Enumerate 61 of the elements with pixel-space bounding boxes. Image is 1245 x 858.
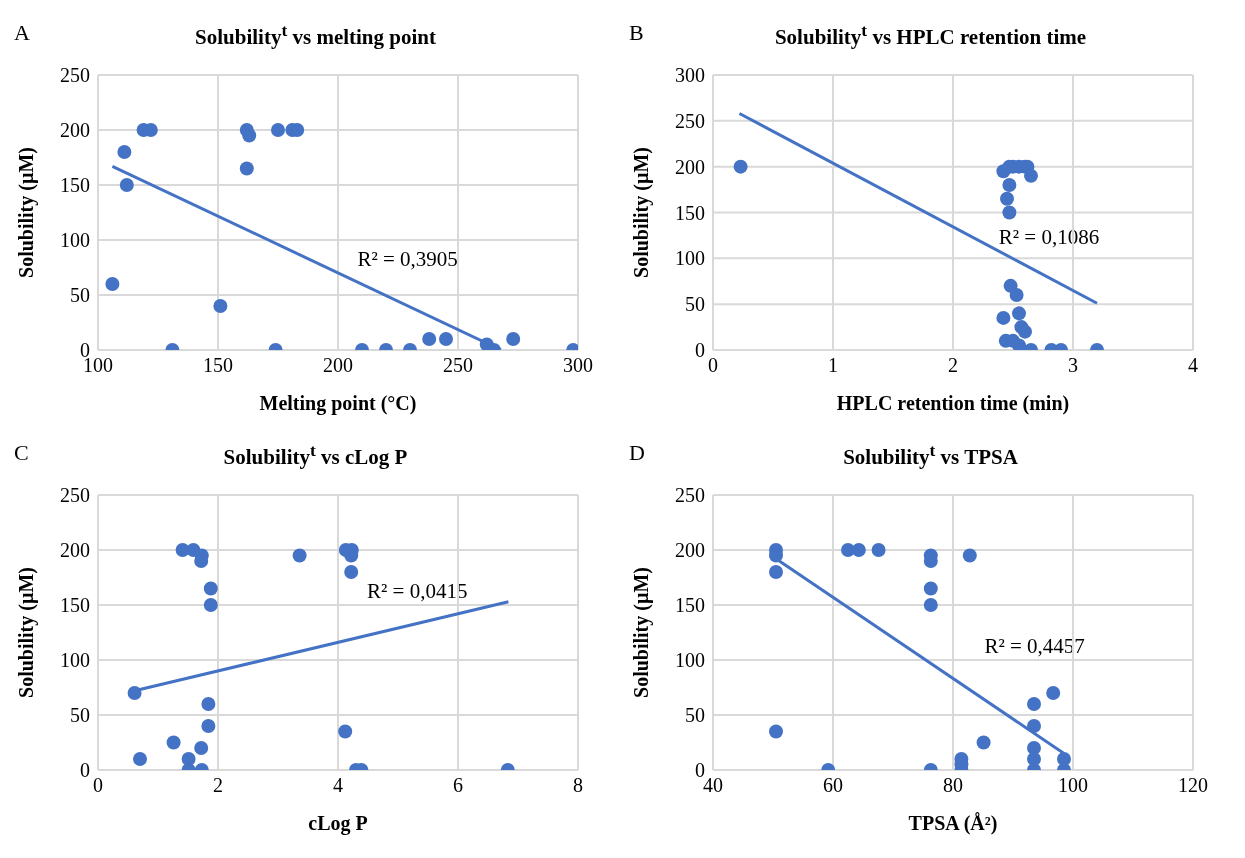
y-tick-label: 200: [60, 119, 90, 142]
annotation: R² = 0,3905: [357, 247, 458, 272]
text: D: [629, 440, 645, 466]
y-tick-label: 50: [685, 293, 705, 316]
x-tick-label: 2: [948, 354, 958, 377]
y-tick-label: 50: [70, 284, 90, 307]
x-tick-label: 300: [563, 354, 593, 377]
y-tick-label: 100: [60, 229, 90, 252]
annotation: R² = 0,1086: [998, 225, 1100, 250]
y-axis-title: Solubility (µM): [15, 147, 39, 278]
y-tick-label: 250: [60, 64, 90, 87]
y-axis-title: Solubility (µM): [15, 567, 39, 698]
y-axis-title: Solubility (µM): [630, 147, 654, 278]
x-tick-label: 4: [1188, 354, 1198, 377]
y-tick-label: 250: [675, 484, 705, 507]
x-tick-label: 80: [943, 774, 963, 797]
x-tick-label: 6: [453, 774, 463, 797]
annotation: R² = 0,4457: [984, 634, 1085, 659]
text: C: [14, 440, 29, 466]
y-tick-label: 0: [80, 759, 90, 782]
x-tick-label: 2: [213, 774, 223, 797]
y-tick-label: 200: [675, 155, 705, 178]
text: A: [14, 20, 30, 46]
y-tick-label: 300: [675, 64, 705, 87]
y-tick-label: 200: [60, 539, 90, 562]
chart-title: Solubility$^{t}$ vs TPSA: [843, 440, 1018, 469]
y-tick-label: 250: [60, 484, 90, 507]
y-tick-label: 50: [70, 704, 90, 727]
x-axis-title: cLog P: [308, 812, 368, 835]
x-axis-title: Melting point (°C): [259, 392, 417, 415]
x-tick-label: 150: [203, 354, 233, 377]
x-tick-label: 3: [1068, 354, 1078, 377]
y-tick-label: 100: [60, 649, 90, 672]
y-tick-label: 200: [675, 539, 705, 562]
x-tick-label: 60: [823, 774, 843, 797]
x-tick-label: 4: [333, 774, 343, 797]
x-tick-label: 100: [1058, 774, 1088, 797]
y-tick-label: 50: [685, 704, 705, 727]
y-tick-label: 150: [60, 174, 90, 197]
text: B: [629, 20, 644, 46]
x-tick-label: 200: [323, 354, 353, 377]
chart-title: Solubility$^{t}$ vs melting point: [195, 20, 436, 49]
y-tick-label: 100: [675, 649, 705, 672]
y-tick-label: 0: [695, 339, 705, 362]
y-axis-title: Solubility (µM): [630, 567, 654, 698]
y-tick-label: 150: [675, 201, 705, 224]
y-tick-label: 250: [675, 109, 705, 132]
chart-title: Solubility$^{t}$ vs cLog P: [223, 440, 408, 469]
x-tick-label: 1: [828, 354, 838, 377]
x-tick-label: 250: [443, 354, 473, 377]
y-tick-label: 150: [675, 594, 705, 617]
y-tick-label: 100: [675, 247, 705, 270]
x-tick-label: 120: [1178, 774, 1208, 797]
chart-title: Solubility$^{t}$ vs HPLC retention time: [774, 20, 1087, 49]
y-tick-label: 150: [60, 594, 90, 617]
x-axis-title: HPLC retention time (min): [836, 392, 1070, 415]
x-axis-title: TPSA (Å²): [908, 812, 998, 835]
annotation: R² = 0,0415: [366, 579, 468, 604]
x-tick-label: 8: [573, 774, 583, 797]
y-tick-label: 0: [695, 759, 705, 782]
x-tick-label: 40: [703, 774, 723, 797]
